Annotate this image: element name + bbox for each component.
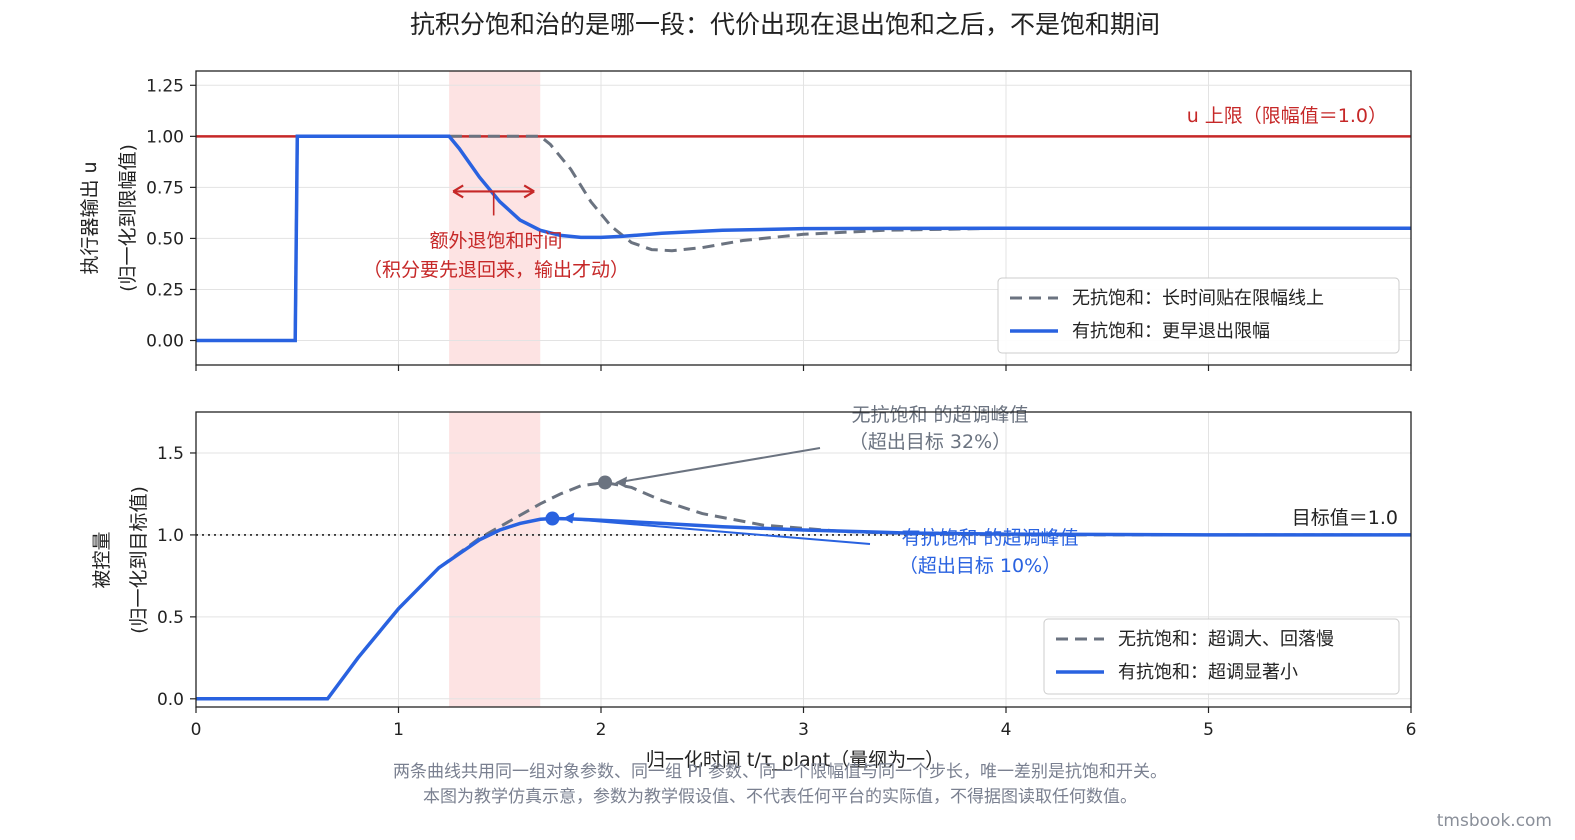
u-limit-label: u 上限（限幅值＝1.0） [1187,105,1387,127]
x-tick-label: 0 [191,720,202,740]
bottom-legend-label-no-aw: 无抗饱和：超调大、回落慢 [1118,629,1334,650]
x-tick-label: 6 [1406,720,1417,740]
peak-pointer-head [562,512,575,524]
footnote-line-1: 两条曲线共用同一组对象参数、同一组 PI 参数、同一个限幅值与同一个步长，唯一差… [393,762,1167,782]
arrow-head-left [452,184,464,199]
y-tick-label: 0.5 [157,608,184,628]
top-legend-label-no-aw: 无抗饱和：长时间贴在限幅线上 [1072,288,1324,309]
bottom-legend-label-aw: 有抗饱和：超调显著小 [1118,662,1298,683]
y-tick-label: 0.00 [146,332,184,352]
bottom-y-ticks: 0.0 0.5 1.0 1.5 [157,444,196,710]
bottom-axes-frame [195,411,1412,708]
top-legend-box [997,277,1400,354]
peak-no-aw-label-2: （超出目标 32%） [849,431,1011,453]
x-axis-label: 归一化时间 t/τ_plant（量纲为一） [646,749,944,771]
chart-title: 抗积分饱和治的是哪一段：代价出现在退出饱和之后，不是饱和期间 [410,10,1160,39]
footnote-line-2: 本图为教学仿真示意，参数为教学假设值、不代表任何平台的实际值，不得据图读取任何数… [423,787,1137,807]
top-shaded-region [449,71,541,365]
y-tick-label: 1.25 [146,76,184,96]
bottom-y-label-1: 被控量 [91,531,113,588]
x-tick-label: 2 [596,720,607,740]
peak-pointer [616,447,821,484]
peak-aw-label-1: 有抗饱和 的超调峰值 [901,527,1078,549]
top-y-label-2: (归一化到限幅值) [117,144,139,292]
top-legend: 无抗饱和：长时间贴在限幅线上 有抗饱和：更早退出限幅 [997,277,1400,354]
y-tick-label: 0.0 [157,690,184,710]
extra-desat-label-1: 额外退饱和时间 [429,230,562,252]
bottom-y-label-2: (归一化到目标值) [128,486,150,634]
top-legend-label-aw: 有抗饱和：更早退出限幅 [1072,321,1270,342]
extra-desat-arrow [452,184,535,216]
peak-markers [545,447,871,545]
watermark: tmsbook.com [1437,811,1552,831]
x-tick-label: 1 [393,720,404,740]
top-y-ticks: 0.00 0.25 0.50 0.75 1.00 1.25 [146,76,196,352]
peak-pointer [564,517,871,545]
top-y-label-1: 执行器输出 u [79,161,101,274]
x-tick-label: 3 [798,720,809,740]
bottom-x-ticks: 0 1 2 3 4 5 6 [191,707,1417,740]
peak-pointer-head [615,476,628,488]
y-tick-label: 1.0 [157,526,184,546]
peak-aw-label-2: （超出目标 10%） [899,555,1061,577]
x-tick-label: 5 [1203,720,1214,740]
bottom-shaded-region [449,412,541,707]
bottom-legend: 无抗饱和：超调大、回落慢 有抗饱和：超调显著小 [1043,618,1400,695]
series-aw-u [196,134,1411,343]
extra-desat-label-2: （积分要先退回来，输出才动） [363,259,629,281]
arrow-head-right [523,184,535,199]
y-tick-label: 0.25 [146,280,184,300]
peak-marker-no-aw [598,475,613,490]
bottom-legend-box [1043,618,1400,695]
top-axes-frame [195,70,1412,366]
top-panel: 0.00 0.25 0.50 0.75 1.00 1.25 u 上限（限幅值＝1.0） 额… [79,70,1412,371]
top-x-ticks [195,365,1412,371]
peak-marker-aw [545,511,560,526]
y-tick-label: 1.00 [146,127,184,147]
peak-no-aw-label-1: 无抗饱和 的超调峰值 [851,404,1028,426]
y-tick-label: 1.5 [157,444,184,464]
target-label: 目标值＝1.0 [1292,507,1398,529]
y-tick-label: 0.50 [146,229,184,249]
x-tick-label: 4 [1001,720,1012,740]
y-tick-label: 0.75 [146,178,184,198]
